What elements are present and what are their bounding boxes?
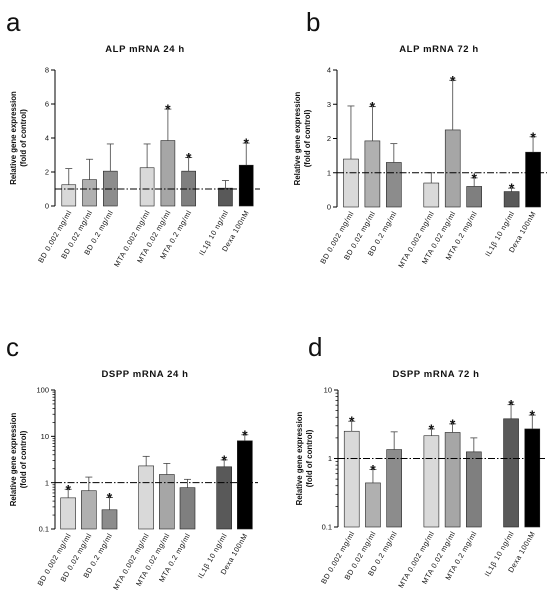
significance-star: * (221, 452, 227, 468)
panel-a-title: ALP mRNA 24 h (105, 44, 185, 55)
bar-3 (386, 449, 402, 528)
panel-letter-a: a (6, 7, 21, 37)
significance-star: * (509, 180, 515, 196)
y-tick-label: 0.1 (322, 523, 332, 532)
bar-5 (444, 432, 461, 528)
y-tick-label: 3 (327, 100, 331, 109)
panel-letter-c: c (6, 332, 19, 362)
bar-6 (179, 487, 196, 530)
panel-d-title: DSPP mRNA 72 h (392, 369, 479, 380)
significance-star: * (471, 170, 477, 186)
y-axis-label: (fold of control) (19, 109, 28, 167)
significance-star: * (530, 407, 536, 423)
bar-1 (343, 158, 359, 208)
y-axis-label: (fold of control) (303, 109, 312, 167)
significance-star: * (243, 135, 249, 151)
y-tick-label: 1 (328, 454, 332, 463)
bar-5 (444, 129, 461, 208)
y-axis-label: (fold of control) (305, 429, 314, 487)
bar-8 (237, 440, 253, 530)
y-tick-label: 0.1 (39, 525, 49, 534)
significance-star: * (165, 101, 171, 117)
y-tick-label: 100 (36, 386, 49, 395)
panel-b: b ALP mRNA 72 h 0 1 2 3 4 Relative gene expre… (293, 7, 547, 270)
bar-2 (365, 482, 381, 528)
significance-star: * (508, 397, 514, 413)
panel-a: a ALP mRNA 24 h 0 2 4 6 8 Relative gene expre… (6, 7, 260, 269)
bar-1 (61, 184, 77, 207)
significance-star: * (242, 427, 248, 443)
bar-8 (238, 164, 254, 207)
panel-letter-b: b (306, 7, 320, 37)
significance-star: * (370, 462, 376, 478)
significance-star: * (107, 489, 113, 505)
bar-3 (386, 162, 402, 208)
y-tick-label: 4 (45, 134, 49, 143)
bar-3 (101, 509, 118, 530)
y-tick-label: 2 (327, 134, 331, 143)
y-tick-label: 10 (324, 386, 332, 395)
y-tick-label: 4 (327, 66, 331, 75)
y-tick-label: 10 (41, 432, 49, 441)
bar-4 (423, 435, 440, 528)
panel-c: c DSPP mRNA 24 h 0.1 1 10 100 Relative gene … (6, 332, 258, 592)
bar-7 (218, 187, 233, 207)
bar-6 (466, 186, 482, 208)
panel-b-title: ALP mRNA 72 h (399, 44, 479, 55)
y-axis-label: Relative gene expression (9, 91, 18, 185)
bar-8 (524, 428, 541, 528)
y-tick-label: 2 (45, 168, 49, 177)
y-axis-label: (fold of control) (19, 430, 28, 488)
panel-letter-d: d (308, 332, 322, 362)
y-tick-label: 1 (327, 168, 331, 177)
y-tick-label: 6 (45, 100, 49, 109)
significance-star: * (450, 416, 456, 432)
significance-star: * (370, 99, 376, 115)
bar-1 (343, 430, 360, 528)
bar-7 (503, 418, 519, 528)
bar-4 (139, 167, 155, 207)
bar-2 (364, 140, 381, 208)
bar-5 (160, 140, 176, 207)
panel-c-title: DSPP mRNA 24 h (101, 369, 188, 380)
bar-2 (81, 490, 97, 530)
bar-4 (423, 182, 440, 208)
significance-star: * (65, 481, 71, 497)
significance-star: * (429, 421, 435, 437)
bar-6 (466, 451, 482, 528)
y-tick-label: 1 (45, 478, 49, 487)
x-category-label: MTA 0.002 mg/ml (112, 209, 152, 269)
bar-1 (60, 497, 76, 530)
panel-d: d DSPP mRNA 72 h 0.1 1 10 Relative gene exp… (295, 332, 546, 590)
y-tick-label: 8 (45, 66, 49, 75)
y-tick-label: 0 (45, 202, 49, 211)
bar-2 (82, 179, 97, 207)
significance-star: * (349, 413, 355, 429)
y-axis-label: Relative gene expression (293, 91, 302, 185)
significance-star: * (530, 129, 536, 145)
bar-8 (525, 151, 541, 208)
bar-4 (138, 465, 154, 530)
y-tick-label: 0 (327, 203, 331, 212)
bar-7 (216, 466, 232, 530)
y-axis-label: Relative gene expression (9, 412, 18, 506)
significance-star: * (450, 72, 456, 88)
x-category-label: MTA 0.002 mg/ml (111, 532, 151, 592)
y-axis-label: Relative gene expression (295, 411, 304, 505)
significance-star: * (186, 150, 192, 166)
